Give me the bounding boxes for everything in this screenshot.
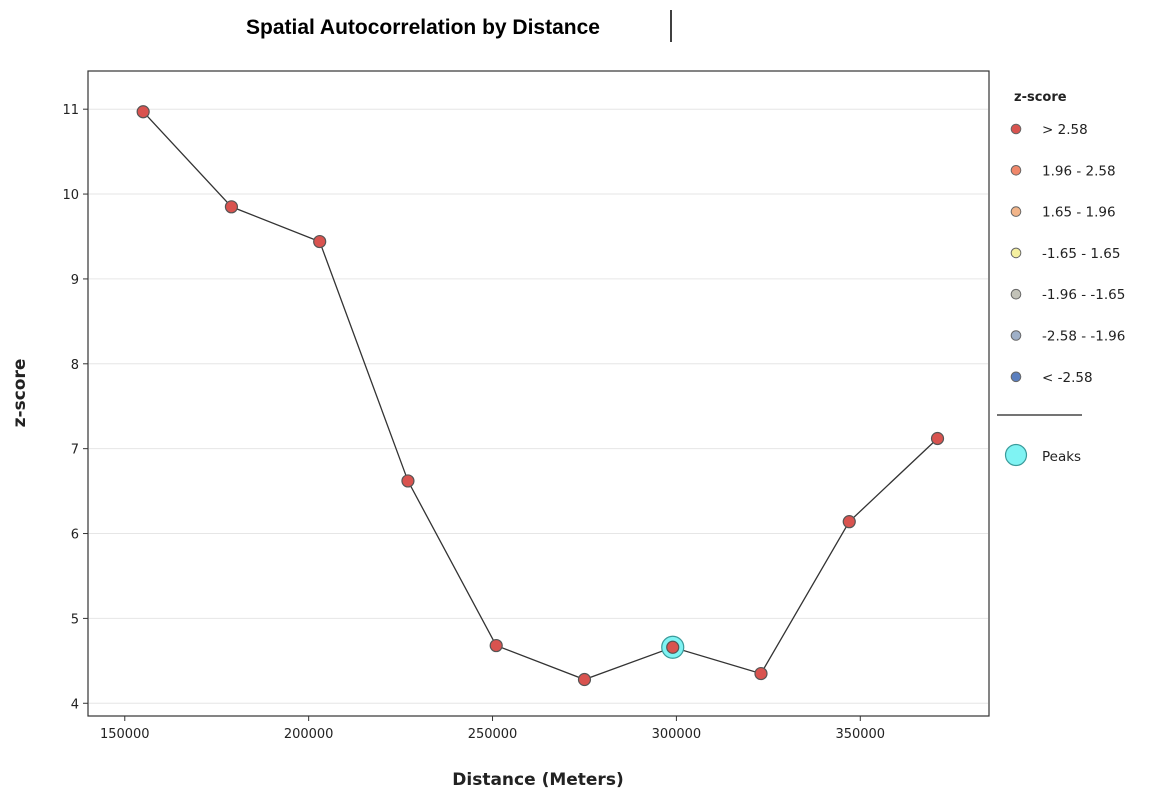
y-tick-label: 11	[62, 103, 79, 118]
data-point	[842, 515, 856, 529]
y-tick-label: 9	[71, 273, 79, 288]
data-point	[313, 234, 327, 249]
y-tick-label: 6	[71, 528, 79, 543]
legend-swatch	[1010, 165, 1022, 176]
data-point	[224, 200, 239, 214]
data-point	[577, 672, 592, 687]
y-tick-label: 10	[62, 188, 79, 203]
data-point	[754, 666, 768, 681]
legend-item-label: -1.65 - 1.65	[1042, 246, 1120, 262]
peaks-label: Peaks	[1042, 449, 1081, 465]
legend-item-label: -2.58 - -1.96	[1042, 329, 1125, 345]
legend: z-score > 2.58 1.96 - 2.58 1.65 - 1.96 -1.6…	[997, 90, 1125, 467]
legend-swatch	[1010, 206, 1022, 217]
y-tick-label: 4	[71, 697, 79, 712]
y-tick-label: 5	[71, 612, 79, 627]
legend-title: z-score	[1014, 90, 1067, 105]
legend-item-label: > 2.58	[1042, 122, 1088, 138]
gridlines	[89, 108, 988, 704]
data-point	[401, 474, 415, 488]
y-axis-ticks: 4 5 6 7 8 9 10 11	[62, 103, 88, 712]
x-tick-label: 200000	[284, 727, 334, 742]
chart-title: Spatial Autocorrelation by Distance	[246, 16, 600, 39]
y-tick-label: 7	[71, 443, 79, 458]
y-axis-title: z-score	[10, 359, 30, 428]
plot-area	[87, 70, 990, 717]
legend-swatch	[1010, 330, 1022, 341]
legend-swatch	[1010, 371, 1022, 383]
legend-item-label: < -2.58	[1042, 370, 1093, 386]
x-tick-label: 300000	[652, 727, 702, 742]
x-tick-label: 150000	[100, 727, 150, 742]
y-tick-label: 8	[71, 358, 79, 373]
data-point	[489, 638, 503, 653]
x-axis-ticks: 150000 200000 250000 300000 350000	[100, 716, 885, 742]
series-line	[142, 111, 938, 681]
data-point	[930, 431, 945, 446]
data-point	[666, 640, 680, 654]
legend-swatch	[1010, 247, 1022, 259]
legend-item-label: 1.65 - 1.96	[1042, 205, 1116, 221]
x-axis-title: Distance (Meters)	[452, 770, 623, 790]
data-point	[136, 105, 150, 119]
legend-item-label: -1.96 - -1.65	[1042, 287, 1125, 303]
legend-swatch	[1010, 123, 1022, 135]
x-tick-label: 250000	[468, 727, 518, 742]
legend-swatch	[1010, 288, 1022, 300]
x-tick-label: 350000	[835, 727, 885, 742]
peaks-swatch	[1004, 443, 1028, 467]
series-z-score	[136, 105, 945, 687]
legend-item-label: 1.96 - 2.58	[1042, 163, 1116, 179]
